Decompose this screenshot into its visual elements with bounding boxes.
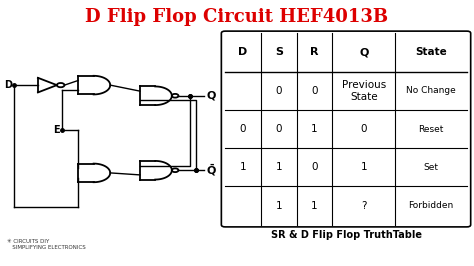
Text: Forbidden: Forbidden [409, 201, 454, 210]
Text: ✳ CIRCUITS DIY
   SIMPLIFYING ELECTRONICS: ✳ CIRCUITS DIY SIMPLIFYING ELECTRONICS [7, 239, 86, 250]
Text: 1: 1 [275, 162, 282, 172]
Text: Previous
State: Previous State [342, 80, 386, 102]
Text: ?: ? [361, 201, 367, 211]
Text: Q: Q [359, 47, 369, 57]
Text: State: State [415, 47, 447, 57]
Text: Q: Q [206, 91, 216, 101]
Text: 0: 0 [275, 124, 282, 134]
Text: 0: 0 [311, 162, 318, 172]
Text: 0: 0 [240, 124, 246, 134]
Text: No Change: No Change [406, 86, 456, 95]
Text: R: R [310, 47, 319, 57]
Text: 0: 0 [311, 86, 318, 96]
Text: 1: 1 [275, 201, 282, 211]
Text: D: D [238, 47, 247, 57]
Text: E: E [53, 125, 59, 135]
Text: S: S [275, 47, 283, 57]
FancyBboxPatch shape [221, 31, 471, 227]
Text: Reset: Reset [419, 124, 444, 134]
Text: 1: 1 [311, 201, 318, 211]
Text: Set: Set [424, 163, 438, 172]
Text: 0: 0 [275, 86, 282, 96]
Text: 1: 1 [361, 162, 367, 172]
Text: $\mathregular{\bar{Q}}$: $\mathregular{\bar{Q}}$ [206, 162, 217, 178]
Text: 1: 1 [240, 162, 246, 172]
Text: 1: 1 [311, 124, 318, 134]
Text: D: D [4, 80, 12, 90]
Text: SR & D Flip Flop TruthTable: SR & D Flip Flop TruthTable [271, 230, 421, 240]
Text: 0: 0 [361, 124, 367, 134]
Text: D Flip Flop Circuit HEF4013B: D Flip Flop Circuit HEF4013B [85, 8, 389, 26]
